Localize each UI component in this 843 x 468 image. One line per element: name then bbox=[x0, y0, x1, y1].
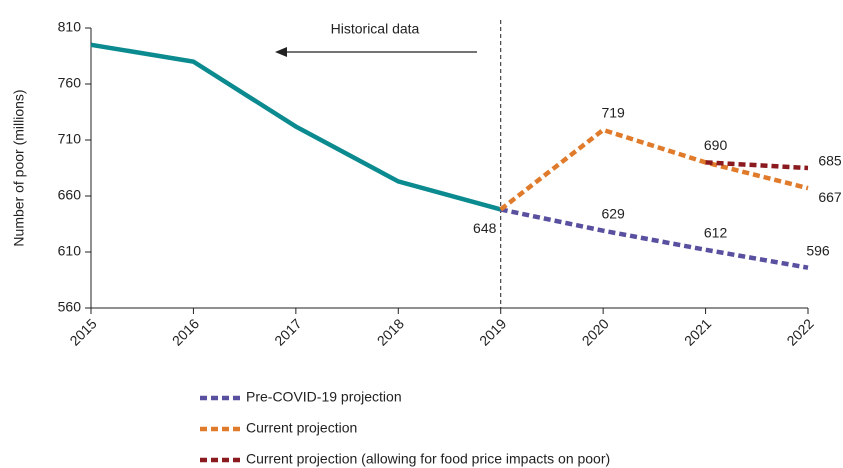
y-axis-label: Number of poor (millions) bbox=[11, 89, 27, 246]
legend-label: Current projection bbox=[246, 420, 357, 436]
series-line bbox=[90, 42, 502, 212]
x-tick-label: 2015 bbox=[66, 315, 99, 348]
y-tick-label: 760 bbox=[58, 75, 82, 91]
data-label: 612 bbox=[704, 224, 728, 240]
data-label: 667 bbox=[818, 189, 842, 205]
x-tick-label: 2020 bbox=[579, 315, 612, 348]
data-label: 629 bbox=[601, 205, 625, 221]
legend-label: Current projection (allowing for food pr… bbox=[246, 451, 610, 467]
data-label: 690 bbox=[704, 137, 728, 153]
x-tick-label: 2017 bbox=[271, 315, 304, 348]
series-line bbox=[500, 207, 809, 270]
data-label: 596 bbox=[806, 242, 830, 258]
data-label: 685 bbox=[818, 153, 842, 169]
y-tick-label: 710 bbox=[58, 131, 82, 147]
y-tick-label: 560 bbox=[58, 299, 82, 315]
data-label: 719 bbox=[601, 105, 625, 121]
y-tick-label: 810 bbox=[58, 19, 82, 35]
x-tick-label: 2022 bbox=[783, 315, 816, 348]
x-tick-label: 2019 bbox=[476, 315, 509, 348]
series-line bbox=[499, 127, 809, 212]
x-tick-label: 2021 bbox=[681, 315, 714, 348]
x-tick-label: 2016 bbox=[169, 315, 202, 348]
y-tick-label: 610 bbox=[58, 243, 82, 259]
series-line bbox=[705, 160, 809, 171]
arrow-head bbox=[275, 47, 287, 57]
data-label: 648 bbox=[473, 220, 497, 236]
annotation: Historical data bbox=[331, 21, 420, 37]
legend-label: Pre-COVID-19 projection bbox=[246, 389, 402, 405]
x-tick-label: 2018 bbox=[374, 315, 407, 348]
y-tick-label: 660 bbox=[58, 187, 82, 203]
